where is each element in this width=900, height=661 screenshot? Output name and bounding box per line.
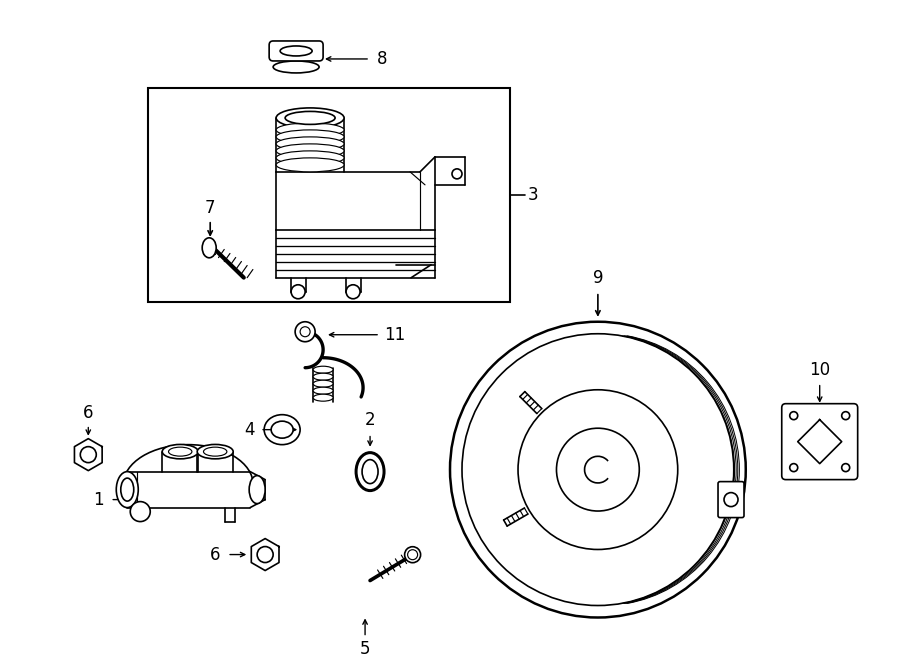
Circle shape — [450, 322, 746, 617]
Polygon shape — [251, 539, 279, 570]
Text: 9: 9 — [592, 269, 603, 287]
Ellipse shape — [271, 421, 293, 438]
FancyBboxPatch shape — [718, 482, 744, 518]
Circle shape — [346, 285, 360, 299]
Ellipse shape — [313, 394, 333, 401]
Circle shape — [257, 547, 273, 563]
Ellipse shape — [202, 238, 216, 258]
Ellipse shape — [313, 380, 333, 387]
Text: 11: 11 — [384, 326, 406, 344]
Text: 8: 8 — [377, 50, 387, 68]
Text: 7: 7 — [205, 199, 215, 217]
Circle shape — [518, 390, 678, 549]
Bar — [148, 88, 510, 302]
Circle shape — [80, 447, 96, 463]
Ellipse shape — [285, 112, 335, 124]
Text: 3: 3 — [527, 186, 538, 204]
Circle shape — [789, 412, 797, 420]
Ellipse shape — [280, 46, 312, 56]
Ellipse shape — [362, 459, 378, 484]
Circle shape — [556, 428, 639, 511]
Circle shape — [300, 327, 310, 336]
Ellipse shape — [313, 366, 333, 373]
Circle shape — [408, 550, 418, 560]
Ellipse shape — [276, 130, 344, 144]
Ellipse shape — [121, 478, 134, 501]
Circle shape — [842, 463, 850, 471]
Circle shape — [295, 322, 315, 342]
Ellipse shape — [356, 453, 384, 490]
Text: 5: 5 — [360, 641, 370, 658]
Ellipse shape — [313, 387, 333, 394]
Circle shape — [130, 502, 150, 522]
Text: 1: 1 — [93, 490, 104, 508]
Text: 6: 6 — [210, 545, 220, 564]
Text: 10: 10 — [809, 361, 831, 379]
Circle shape — [724, 492, 738, 506]
Ellipse shape — [276, 158, 344, 172]
Text: 4: 4 — [244, 420, 255, 439]
Ellipse shape — [276, 151, 344, 165]
Ellipse shape — [276, 123, 344, 137]
Ellipse shape — [249, 476, 266, 504]
Circle shape — [405, 547, 420, 563]
Circle shape — [462, 334, 734, 605]
Text: 6: 6 — [83, 404, 94, 422]
Ellipse shape — [276, 144, 344, 158]
Ellipse shape — [273, 61, 320, 73]
Ellipse shape — [313, 373, 333, 380]
Circle shape — [842, 412, 850, 420]
Ellipse shape — [162, 444, 198, 459]
Ellipse shape — [276, 137, 344, 151]
Text: 2: 2 — [364, 410, 375, 429]
Circle shape — [452, 169, 462, 179]
FancyBboxPatch shape — [782, 404, 858, 480]
Ellipse shape — [203, 447, 227, 456]
Ellipse shape — [116, 471, 139, 508]
Ellipse shape — [168, 447, 192, 456]
Circle shape — [291, 285, 305, 299]
Circle shape — [789, 463, 797, 471]
Polygon shape — [75, 439, 102, 471]
Ellipse shape — [276, 108, 344, 128]
Ellipse shape — [264, 414, 300, 445]
FancyBboxPatch shape — [269, 41, 323, 61]
Ellipse shape — [197, 444, 233, 459]
